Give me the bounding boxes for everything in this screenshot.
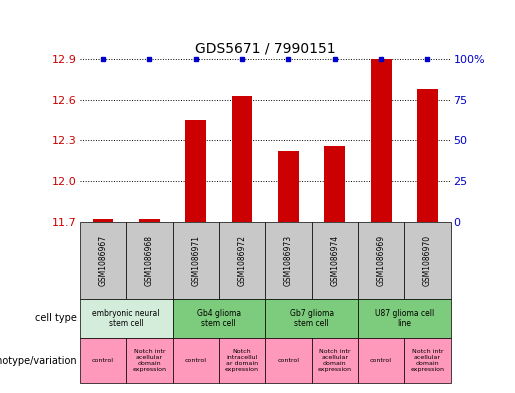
Bar — [324, 146, 345, 222]
Bar — [93, 219, 113, 222]
Text: genotype/variation: genotype/variation — [0, 356, 77, 365]
Text: Notch
intracellul
ar domain
expression: Notch intracellul ar domain expression — [225, 349, 259, 372]
Text: GSM1086974: GSM1086974 — [330, 235, 339, 286]
Bar — [278, 151, 299, 222]
Text: GSM1086973: GSM1086973 — [284, 235, 293, 286]
Title: GDS5671 / 7990151: GDS5671 / 7990151 — [195, 41, 336, 55]
Bar — [417, 89, 438, 222]
Text: Gb7 glioma
stem cell: Gb7 glioma stem cell — [289, 309, 334, 328]
Text: Gb4 glioma
stem cell: Gb4 glioma stem cell — [197, 309, 241, 328]
Text: GSM1086969: GSM1086969 — [376, 235, 386, 286]
Text: GSM1086972: GSM1086972 — [237, 235, 247, 286]
Bar — [371, 59, 391, 222]
Text: cell type: cell type — [36, 313, 77, 323]
Text: Notch intr
acellular
domain
expression: Notch intr acellular domain expression — [132, 349, 166, 372]
Text: GSM1086970: GSM1086970 — [423, 235, 432, 286]
Text: Notch intr
acellular
domain
expression: Notch intr acellular domain expression — [318, 349, 352, 372]
Text: control: control — [92, 358, 114, 363]
Text: Notch intr
acellular
domain
expression: Notch intr acellular domain expression — [410, 349, 444, 372]
Text: U87 glioma cell
line: U87 glioma cell line — [374, 309, 434, 328]
Text: ▶: ▶ — [82, 313, 90, 323]
Text: GSM1086971: GSM1086971 — [191, 235, 200, 286]
Text: control: control — [278, 358, 299, 363]
Bar — [232, 95, 252, 222]
Bar — [185, 120, 206, 222]
Text: control: control — [185, 358, 207, 363]
Bar — [139, 219, 160, 222]
Text: embryonic neural
stem cell: embryonic neural stem cell — [92, 309, 160, 328]
Text: ▶: ▶ — [82, 356, 90, 365]
Text: GSM1086967: GSM1086967 — [98, 235, 108, 286]
Text: control: control — [370, 358, 392, 363]
Text: GSM1086968: GSM1086968 — [145, 235, 154, 286]
